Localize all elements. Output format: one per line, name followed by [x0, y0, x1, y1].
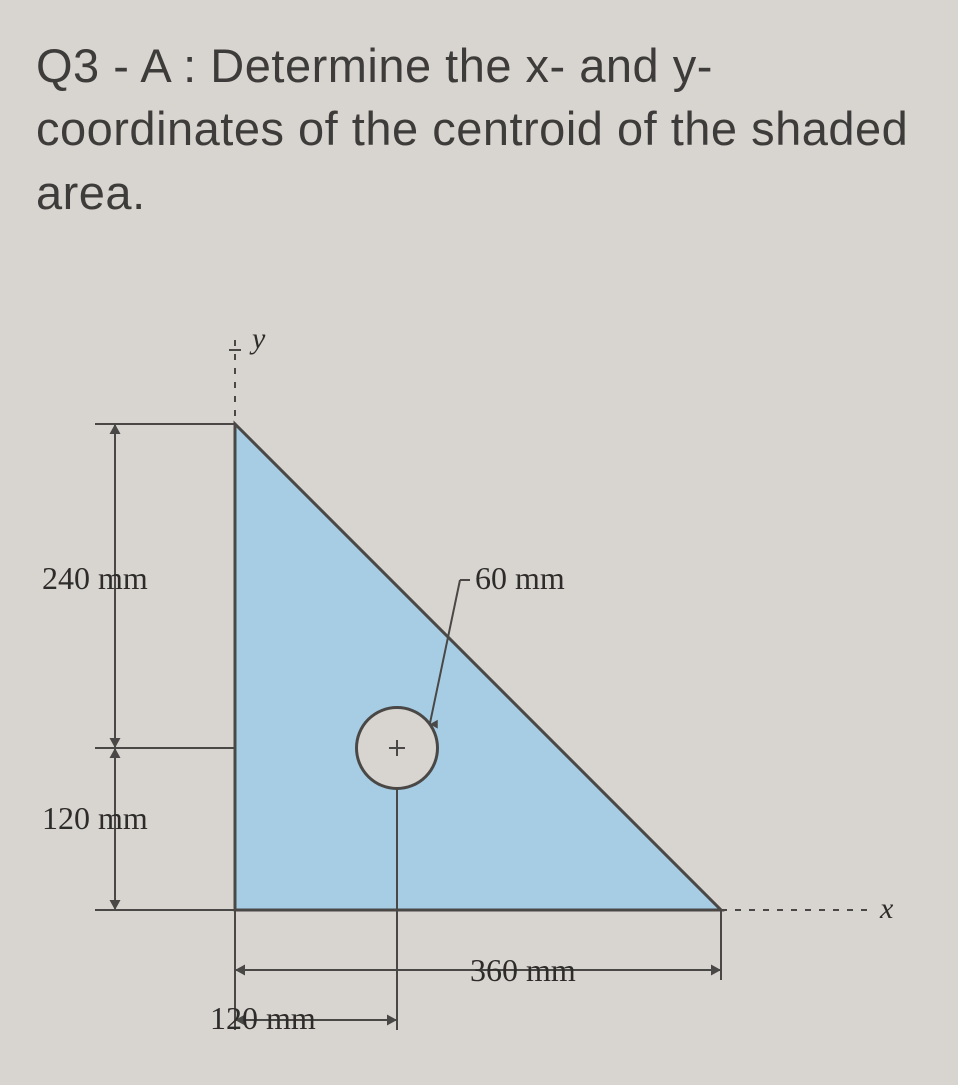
dim-left-lower: 120 mm: [42, 800, 148, 837]
x-axis-label: x: [880, 892, 893, 926]
y-axis-label: y: [252, 322, 265, 356]
dim-hole-diameter: 60 mm: [475, 560, 565, 597]
dim-left-upper: 240 mm: [42, 560, 148, 597]
figure: y x 240 mm 120 mm 120 mm 360 mm 60 mm: [0, 320, 958, 1080]
question-text: Q3 - A : Determine the x- and y-coordina…: [0, 0, 958, 224]
dim-bottom-right: 360 mm: [470, 952, 576, 989]
dim-bottom-left: 120 mm: [210, 1000, 316, 1037]
triangle-shape: [235, 424, 721, 910]
